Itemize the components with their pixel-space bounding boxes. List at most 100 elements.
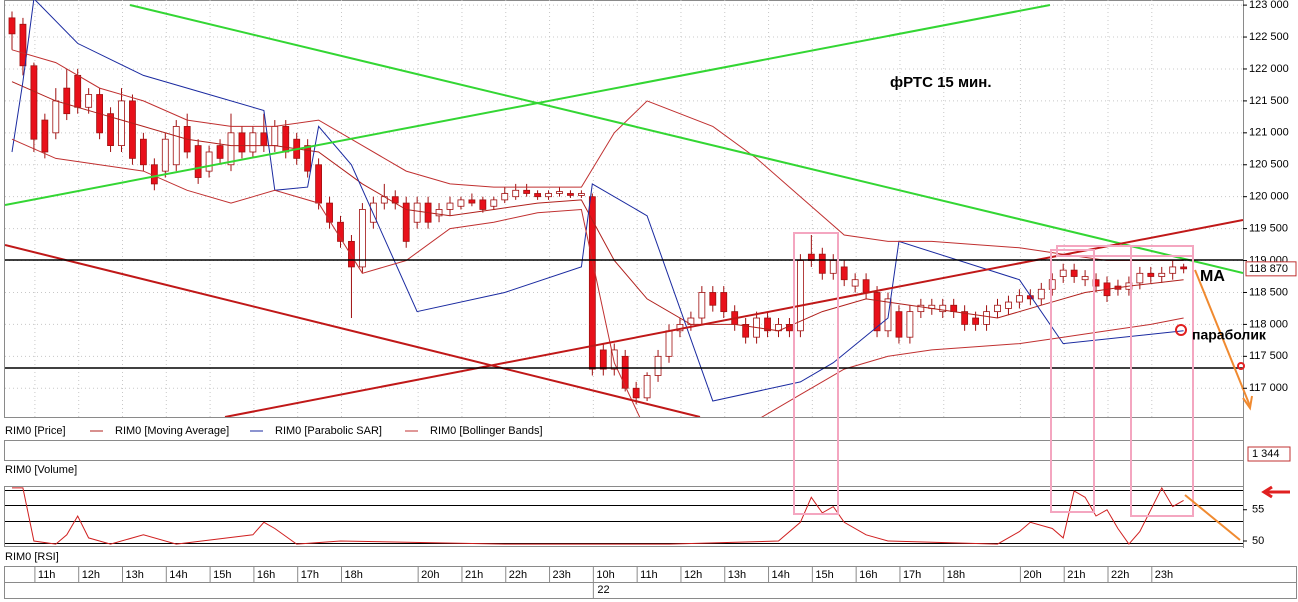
x-tick-label: 13h bbox=[728, 569, 746, 581]
x-tick-label: 13h bbox=[126, 569, 144, 581]
arrow bbox=[1261, 485, 1290, 499]
x-tick-label: 18h bbox=[947, 569, 965, 581]
x-tick-label: 15h bbox=[213, 569, 231, 581]
x-tick-label: 12h bbox=[684, 569, 702, 581]
candle-body bbox=[610, 349, 618, 370]
grid bbox=[5, 0, 1243, 417]
candle-body bbox=[621, 355, 629, 389]
x-tick-label: 12h bbox=[82, 569, 100, 581]
candle-body bbox=[742, 324, 750, 338]
y-tick-label: 121 000 bbox=[1249, 127, 1289, 139]
y-tick-label: 55 bbox=[1252, 504, 1264, 516]
panel-title: RIM0 [Volume] bbox=[5, 464, 77, 476]
legend-label: RIM0 [Moving Average] bbox=[115, 425, 229, 437]
candle-body bbox=[1070, 269, 1078, 277]
candle-body bbox=[1169, 266, 1177, 274]
candle-body bbox=[840, 266, 848, 281]
candle-body bbox=[468, 199, 476, 204]
legend-label: RIM0 [Price] bbox=[5, 425, 66, 437]
x-tick-label: 16h bbox=[257, 569, 275, 581]
indicator-line bbox=[11, 0, 1184, 402]
candle-body bbox=[523, 189, 531, 194]
candle-body bbox=[983, 311, 990, 325]
candle-body bbox=[501, 193, 509, 201]
x-tick-label: 20h bbox=[1023, 569, 1041, 581]
band-upper bbox=[11, 49, 1184, 261]
candle-body bbox=[161, 138, 169, 172]
arrow-head bbox=[1242, 395, 1253, 411]
candle-body bbox=[818, 253, 826, 274]
candle-body bbox=[85, 94, 93, 108]
candle-body bbox=[654, 355, 662, 376]
y-tick-label: 117 500 bbox=[1249, 350, 1288, 362]
candle-body bbox=[1136, 272, 1144, 284]
candle-body bbox=[150, 164, 158, 185]
trend-line bbox=[224, 219, 1243, 417]
x-tick-label: 22h bbox=[509, 569, 527, 581]
band-lower bbox=[11, 138, 1184, 417]
candle-body bbox=[1037, 288, 1045, 300]
legend-label: RIM0 [Bollinger Bands] bbox=[430, 425, 543, 437]
candle-body bbox=[8, 17, 16, 35]
candle-body bbox=[643, 375, 651, 399]
chart-title: фРТС 15 мин. bbox=[890, 74, 992, 91]
candle-body bbox=[829, 260, 837, 274]
y-tick-label: 50 bbox=[1252, 535, 1264, 547]
candle-body bbox=[41, 119, 49, 153]
candle-body bbox=[578, 193, 585, 196]
trend-line bbox=[5, 4, 1051, 206]
candle-body bbox=[545, 193, 552, 198]
annotation: MA bbox=[1200, 268, 1225, 285]
trend-lines bbox=[5, 4, 1243, 417]
price-label: 118 870 bbox=[1249, 263, 1288, 275]
x-tick-label: 15h bbox=[815, 569, 833, 581]
y-tick-label: 122 000 bbox=[1249, 63, 1289, 75]
rsi-line bbox=[12, 486, 1184, 545]
x-tick-label: 17h bbox=[903, 569, 921, 581]
candle-body bbox=[950, 304, 958, 313]
y-tick-label: 123 000 bbox=[1249, 0, 1289, 11]
x-tick-label: 21h bbox=[1067, 569, 1085, 581]
candle-body bbox=[260, 132, 268, 146]
candle-body bbox=[490, 199, 498, 207]
candle-body bbox=[238, 132, 246, 153]
y-tick-label: 122 500 bbox=[1249, 31, 1289, 43]
candle-body bbox=[994, 304, 1001, 313]
candle-body bbox=[939, 304, 947, 313]
candle-body bbox=[764, 317, 771, 332]
volume-label: 1 344 bbox=[1252, 448, 1280, 460]
price-marks bbox=[8, 0, 1188, 417]
x-tick-label: 21h bbox=[465, 569, 483, 581]
candle-body bbox=[709, 292, 717, 306]
candle-body bbox=[249, 132, 257, 153]
value-box bbox=[1247, 446, 1291, 462]
candle-body bbox=[632, 387, 640, 399]
candle-body bbox=[63, 87, 71, 115]
candle-body bbox=[720, 292, 728, 313]
x-tick-label: 10h bbox=[596, 569, 614, 581]
y-tick-label: 120 000 bbox=[1249, 191, 1289, 203]
candle-body bbox=[194, 145, 202, 178]
legend-label: RIM0 [Parabolic SAR] bbox=[275, 425, 382, 437]
frame bbox=[4, 0, 1297, 599]
candle-body bbox=[282, 126, 290, 153]
candle-body bbox=[30, 65, 38, 140]
y-tick-label: 117 000 bbox=[1249, 382, 1288, 394]
candle-body bbox=[326, 202, 333, 223]
panel-title: RIM0 [RSI] bbox=[5, 551, 59, 563]
x-tick-label: 11h bbox=[640, 569, 658, 581]
arrow bbox=[1184, 494, 1241, 541]
candle-body bbox=[413, 202, 421, 223]
candle-body bbox=[512, 189, 520, 198]
candle-body bbox=[271, 126, 279, 146]
x-tick-label: 11h bbox=[38, 569, 56, 581]
x-tick-label: 14h bbox=[169, 569, 187, 581]
y-tick-label: 119 500 bbox=[1249, 223, 1288, 235]
x-tick-label: 18h bbox=[345, 569, 363, 581]
highlight-box bbox=[793, 232, 839, 515]
highlights bbox=[793, 232, 1290, 541]
trend-line bbox=[5, 244, 701, 417]
x-tick-label: 17h bbox=[301, 569, 319, 581]
